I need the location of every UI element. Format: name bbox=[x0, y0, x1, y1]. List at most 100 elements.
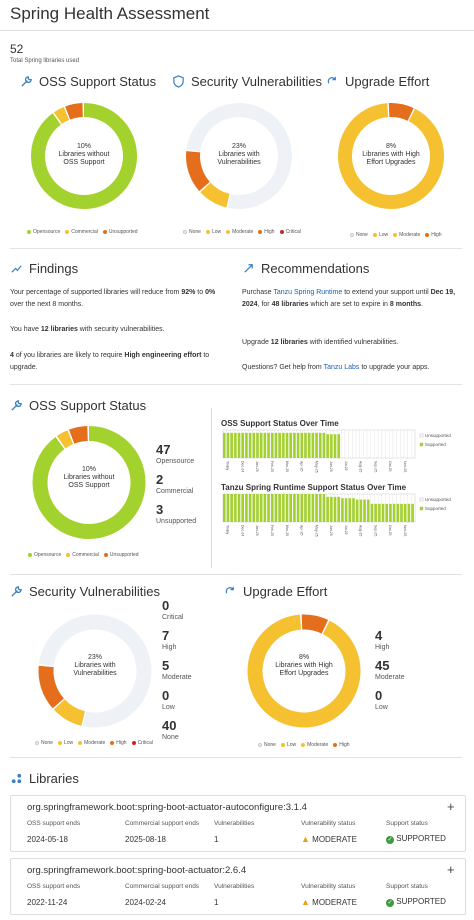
donut-slice-unsupported bbox=[68, 426, 89, 444]
findings-p3-text: of you libraries are likely to require bbox=[13, 352, 125, 359]
legend-swatch bbox=[419, 506, 424, 511]
bar-supported bbox=[348, 498, 352, 522]
donut-slice-commercial bbox=[53, 107, 70, 125]
findings-p2-text: You have bbox=[10, 326, 41, 333]
stat-label-none: None bbox=[162, 734, 179, 741]
divider bbox=[10, 248, 462, 249]
findings-p2-b: 12 libraries bbox=[40, 326, 78, 333]
stat-label-unsupported: Unsupported bbox=[156, 518, 197, 525]
tanzu-labs-link[interactable]: Tanzu Labs bbox=[323, 364, 360, 371]
rec-b: Dec 19, 2024 bbox=[242, 289, 456, 308]
oss-legend: Opensource Commercial Unsupported bbox=[27, 229, 138, 235]
center-label: Libraries with bbox=[74, 662, 116, 669]
tick-label: Jan-25 bbox=[255, 461, 259, 472]
bar-supported bbox=[289, 432, 293, 458]
stat-value-opensource: 47 bbox=[156, 442, 171, 457]
findings-p1-text: over the next 8 months. bbox=[10, 301, 84, 308]
tanzu-spring-runtime-link[interactable]: Tanzu Spring Runtime bbox=[273, 289, 343, 296]
bar-supported bbox=[248, 494, 252, 522]
library-card[interactable]: org.springframework.boot:spring-boot-act… bbox=[10, 795, 466, 852]
upgrade-legend: None Low Moderate High bbox=[350, 232, 442, 238]
legend-dot bbox=[65, 229, 70, 234]
libraries-icon bbox=[11, 773, 22, 784]
legend-dot bbox=[78, 740, 83, 745]
bar-supported bbox=[400, 503, 403, 522]
oss-support-ends: 2024-05-18 bbox=[27, 835, 68, 844]
bar-supported bbox=[374, 503, 377, 522]
library-name: org.springframework.boot:spring-boot-act… bbox=[27, 802, 307, 813]
stat-value-low: 0 bbox=[162, 688, 170, 703]
legend-dot bbox=[110, 740, 115, 745]
column-header: Vulnerability status bbox=[301, 820, 356, 827]
tick-label: Sep-25 bbox=[373, 525, 377, 536]
upgrade-section-title: Upgrade Effort bbox=[224, 584, 327, 599]
overview-vuln-title-text: Security Vulnerabilities bbox=[191, 74, 323, 89]
wrench-icon bbox=[11, 586, 22, 597]
rec-text: to upgrade your apps. bbox=[359, 364, 430, 371]
rec-text: to extend your support until bbox=[342, 289, 431, 296]
bar-supported bbox=[234, 432, 237, 458]
bar-supported bbox=[319, 432, 322, 458]
bar-supported bbox=[223, 494, 226, 522]
library-name: org.springframework.boot:spring-boot-act… bbox=[27, 865, 247, 876]
legend-dot bbox=[333, 742, 338, 747]
legend-item-moderate: Moderate bbox=[393, 232, 420, 238]
bar-supported bbox=[344, 498, 348, 522]
stat-value-high: 7 bbox=[162, 628, 170, 643]
total-label: Total Spring libraries used bbox=[10, 58, 80, 64]
bar-supported bbox=[307, 432, 311, 458]
findings-p1-b: 0% bbox=[205, 289, 216, 296]
bar-supported bbox=[359, 499, 363, 522]
warning-icon: ▲ bbox=[301, 834, 310, 844]
center-label: OSS Support bbox=[68, 482, 110, 489]
expand-button[interactable]: + bbox=[447, 799, 455, 814]
upgrade-section-donut-center: 8% Libraries with High Effort Upgrades bbox=[257, 654, 351, 678]
donut-slice-commercial bbox=[56, 430, 74, 449]
oss-over-time-title: OSS Support Status Over Time bbox=[221, 419, 339, 428]
findings-p3-b: High engineering effort bbox=[124, 352, 202, 359]
bar-supported bbox=[252, 494, 256, 522]
library-card[interactable]: org.springframework.boot:spring-boot-act… bbox=[10, 858, 466, 915]
legend-item-none: None bbox=[350, 232, 368, 238]
findings-p3-text: to upgrade. bbox=[10, 352, 210, 371]
bar-supported bbox=[411, 503, 414, 522]
findings-p1-text: to bbox=[195, 289, 206, 296]
vulnerability-status-text: MODERATE bbox=[312, 898, 357, 907]
bar-supported bbox=[330, 434, 333, 458]
bar-supported bbox=[237, 432, 241, 458]
tick-label: Sep-25 bbox=[373, 461, 377, 472]
center-percent: 10% bbox=[81, 466, 96, 473]
bar-supported bbox=[293, 494, 296, 522]
tick-label: Jul-25 bbox=[344, 461, 348, 471]
tick-label: May-25 bbox=[314, 525, 318, 537]
support-status: ✓ SUPPORTED bbox=[386, 834, 446, 844]
findings-p1: Your percentage of supported libraries w… bbox=[10, 287, 224, 311]
bar-supported bbox=[285, 432, 289, 458]
legend-item-low: Low bbox=[372, 232, 388, 238]
recommendations-r2: Upgrade 12 libraries with identified vul… bbox=[242, 337, 460, 349]
column-header: Commercial support ends bbox=[125, 820, 200, 827]
chart-trend-icon bbox=[11, 265, 22, 273]
donut-slice-low bbox=[338, 103, 444, 209]
legend-item-high: High bbox=[258, 229, 275, 235]
stat-value-moderate: 45 bbox=[375, 658, 390, 673]
expand-button[interactable]: + bbox=[447, 862, 455, 877]
legend-label: Unsupported bbox=[425, 433, 451, 438]
bar-supported bbox=[241, 494, 245, 522]
recommendations-title-text: Recommendations bbox=[261, 261, 370, 276]
vulnerability-count: 1 bbox=[214, 898, 219, 907]
rocket-icon bbox=[244, 264, 253, 273]
vuln-legend: None Low Moderate High Critical bbox=[183, 229, 301, 235]
stat-label-low: Low bbox=[375, 704, 388, 711]
rec-text: which are set to expire in bbox=[308, 301, 390, 308]
findings-p2-text: with security vulnerabilities. bbox=[77, 326, 165, 333]
legend-item-opensource: Opensource bbox=[27, 229, 60, 235]
divider bbox=[0, 30, 474, 31]
bar-supported bbox=[282, 432, 285, 458]
findings-p1-b: 92% bbox=[181, 289, 196, 296]
bar-supported bbox=[396, 503, 400, 522]
legend-swatch bbox=[419, 433, 424, 438]
check-circle-icon: ✓ bbox=[386, 836, 394, 844]
bar-supported bbox=[267, 432, 270, 458]
vuln-donut-chart bbox=[186, 103, 292, 209]
